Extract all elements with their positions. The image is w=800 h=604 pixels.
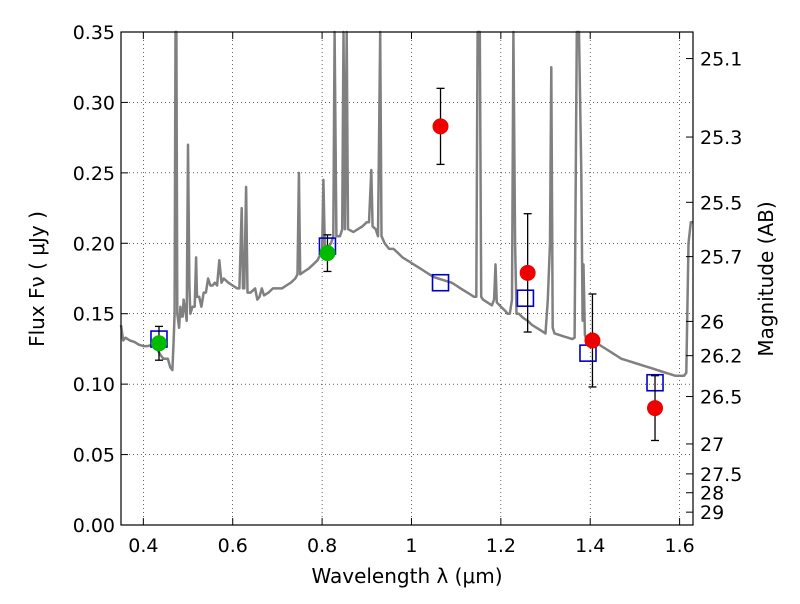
x-tick-label: 0.8 xyxy=(307,535,337,557)
y-tick-label: 0.00 xyxy=(73,515,115,537)
y2-tick-label: 25.7 xyxy=(700,247,742,269)
y-tick-label: 0.10 xyxy=(73,374,115,396)
x-tick-label: 1.4 xyxy=(575,535,605,557)
red-photometry-point xyxy=(584,332,601,349)
tick-layer: 0.4 0.6 0.8 1 1.2 1.4 1.6 0.00 0.05 0.10 0.15 0.20 0… xyxy=(73,22,743,557)
y2-tick-label: 27 xyxy=(700,434,724,456)
y2-tick-label: 25.5 xyxy=(700,192,742,214)
red-photometry-point xyxy=(647,400,664,417)
plot-background xyxy=(121,32,693,525)
green-photometry-point xyxy=(150,335,167,352)
y2-tick-label: 29 xyxy=(700,502,724,524)
red-photometry-point xyxy=(519,264,536,281)
x-axis-label: Wavelength λ (μm) xyxy=(311,564,502,588)
y-tick-label: 0.35 xyxy=(73,22,115,44)
x-tick-label: 0.6 xyxy=(218,535,248,557)
y2-tick-label: 25.1 xyxy=(700,49,742,71)
x-tick-label: 1.2 xyxy=(486,535,516,557)
y-tick-label: 0.20 xyxy=(73,233,115,255)
y-axis-label: Flux Fν ( μJy ) xyxy=(25,211,49,347)
red-photometry-point xyxy=(432,118,449,135)
y2-tick-label: 27.5 xyxy=(700,464,742,486)
y2-tick-label: 26.5 xyxy=(700,387,742,409)
y-tick-label: 0.30 xyxy=(73,92,115,114)
x-tick-label: 1.6 xyxy=(664,535,694,557)
x-tick-label: 1 xyxy=(405,535,417,557)
y-tick-label: 0.15 xyxy=(73,304,115,326)
data-layer xyxy=(119,30,693,442)
y-tick-label: 0.05 xyxy=(73,445,115,467)
y2-tick-label: 26.2 xyxy=(700,346,742,368)
y2-tick-label: 25.3 xyxy=(700,127,742,149)
model-flux-square xyxy=(431,273,450,292)
green-photometry-point xyxy=(319,245,336,262)
plot-frame xyxy=(120,31,694,526)
y2-tick-label: 26 xyxy=(700,311,724,333)
x-tick-label: 0.4 xyxy=(128,535,158,557)
model-flux-square xyxy=(516,289,535,308)
y2-tick-label: 28 xyxy=(700,483,724,505)
y-tick-label: 0.25 xyxy=(73,163,115,185)
y2-axis-label: Magnitude (AB) xyxy=(754,201,778,356)
